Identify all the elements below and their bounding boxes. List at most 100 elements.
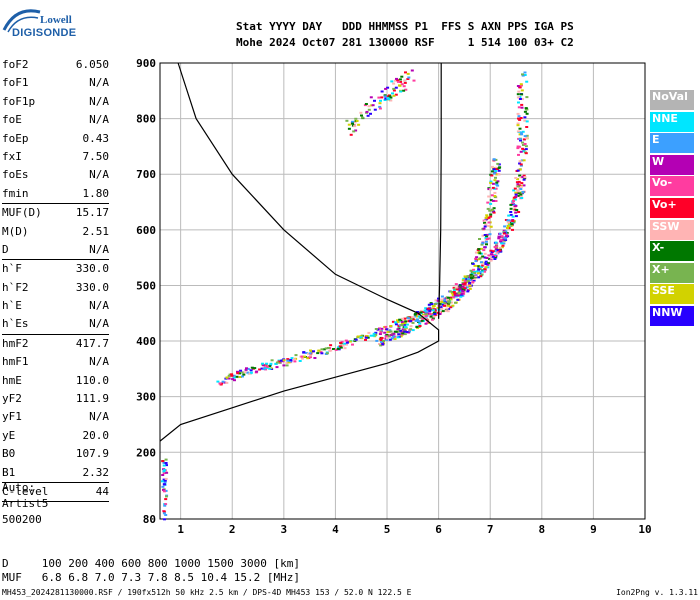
y-tick-label: 600: [136, 224, 156, 237]
echo-point: [400, 324, 404, 326]
echo-point: [392, 87, 396, 90]
echo-point: [454, 286, 458, 289]
echo-point: [461, 285, 465, 288]
echo-point: [497, 169, 501, 172]
echo-point: [393, 330, 397, 333]
echo-point: [495, 245, 499, 248]
echo-point: [518, 162, 522, 165]
echo-point: [440, 300, 444, 303]
echo-point: [520, 98, 524, 101]
echo-point: [494, 170, 498, 173]
echo-point: [483, 234, 487, 236]
echo-point: [489, 213, 493, 216]
echo-point: [403, 81, 407, 84]
echo-point: [519, 164, 523, 167]
echo-point: [289, 359, 293, 361]
echo-point: [396, 328, 400, 331]
echo-point: [364, 103, 368, 105]
echo-point: [511, 215, 515, 218]
echo-point: [502, 242, 506, 245]
echo-point: [514, 211, 518, 214]
echo-point: [417, 320, 420, 323]
echo-point: [216, 380, 220, 383]
echo-point: [480, 270, 484, 273]
echo-point: [452, 286, 456, 289]
echo-point: [497, 167, 501, 170]
echo-point: [524, 145, 528, 148]
echo-point: [253, 367, 257, 370]
echo-point: [484, 240, 488, 243]
echo-point: [516, 194, 520, 197]
echo-point: [265, 362, 269, 365]
echo-point: [380, 90, 384, 93]
echo-point: [441, 310, 445, 313]
param-value: 2.32: [82, 465, 110, 479]
echo-point: [482, 249, 486, 252]
echo-point: [518, 118, 522, 121]
echo-point: [402, 89, 406, 92]
echo-point: [393, 79, 397, 82]
param-row: yF2 111.9: [2, 390, 109, 408]
echo-point: [428, 308, 432, 311]
echo-point: [525, 96, 529, 99]
noise-point: [164, 514, 168, 516]
echo-point: [261, 362, 264, 365]
echo-point: [512, 189, 516, 192]
echo-point: [396, 319, 399, 322]
echo-point: [385, 328, 389, 331]
echo-point: [466, 284, 470, 287]
echo-point: [494, 176, 497, 179]
echo-point: [494, 158, 498, 161]
echo-point: [490, 194, 494, 197]
echo-point: [429, 313, 432, 316]
echo-point: [403, 329, 407, 332]
echo-point: [246, 367, 250, 370]
echo-point: [443, 309, 447, 312]
echo-point: [231, 378, 235, 381]
echo-point: [341, 344, 345, 347]
echo-point: [496, 184, 500, 187]
param-value: N/A: [89, 299, 109, 313]
x-tick-label: 1: [177, 523, 184, 536]
echo-point: [495, 181, 499, 184]
program-version: Ion2Png v. 1.3.11: [616, 588, 698, 597]
echo-point: [468, 284, 472, 287]
param-value: 2.51: [82, 224, 110, 238]
param-separator: [2, 481, 109, 483]
echo-point: [312, 350, 315, 353]
echo-point: [468, 279, 472, 281]
echo-point: [512, 200, 515, 202]
echo-point: [487, 254, 491, 257]
echo-point: [492, 211, 496, 214]
echo-point: [399, 329, 403, 332]
echo-point: [313, 357, 317, 359]
echo-point: [404, 88, 408, 91]
echo-point: [440, 299, 444, 302]
x-tick-label: 5: [384, 523, 391, 536]
echo-point: [319, 351, 323, 354]
echo-point: [430, 303, 434, 306]
param-name: foE: [2, 113, 22, 127]
echo-point: [524, 152, 528, 155]
echo-point: [521, 191, 525, 193]
echo-point: [490, 170, 494, 173]
echo-point: [264, 368, 268, 371]
echo-point: [432, 315, 436, 318]
echo-point: [520, 106, 524, 109]
echo-point: [390, 337, 394, 340]
param-row: foF1 N/A: [2, 74, 109, 92]
param-name: foF1: [2, 76, 29, 90]
echo-point: [356, 335, 360, 338]
echo-point: [507, 227, 511, 230]
echo-point: [292, 358, 296, 361]
echo-point: [434, 299, 438, 302]
echo-point: [450, 292, 454, 295]
param-name: D: [2, 242, 9, 256]
echo-point: [320, 352, 324, 355]
echo-point: [511, 228, 514, 231]
echo-point: [484, 266, 488, 269]
echo-point: [482, 263, 486, 266]
echo-point: [378, 107, 382, 110]
echo-point: [241, 375, 244, 378]
file-info: MH453_2024281130000.RSF / 190fx512h 50 k…: [2, 588, 412, 597]
